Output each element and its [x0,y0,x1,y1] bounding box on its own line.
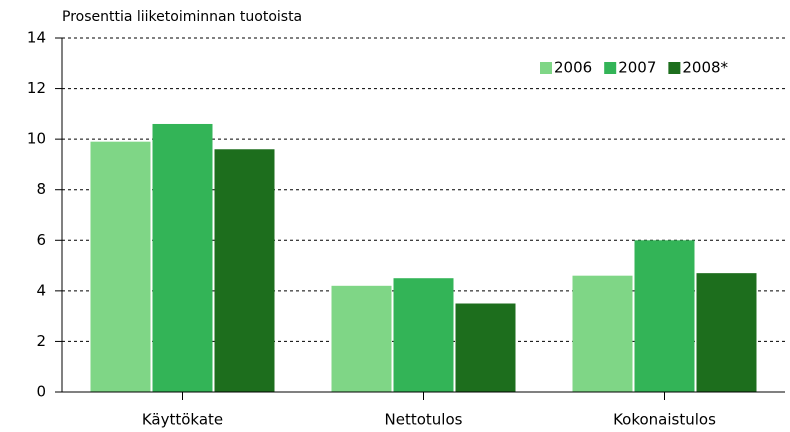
legend-label: 2007 [618,59,656,77]
legend-label: 2008* [682,59,728,77]
bar [214,149,275,392]
legend-swatch [604,62,617,74]
y-tick-label: 10 [27,130,46,148]
bar [152,123,213,392]
bar [331,285,392,392]
y-tick-label: 12 [27,79,46,97]
y-tick-label: 14 [27,29,46,47]
legend-swatch [668,62,681,74]
bar [634,240,695,392]
x-tick-label: Nettotulos [385,411,463,429]
y-tick-label: 4 [36,281,46,299]
bar [696,273,757,392]
legend-swatch [540,62,552,74]
bar [393,278,454,392]
chart-title: Prosenttia liiketoiminnan tuotoista [62,9,302,25]
bar [90,141,151,392]
y-tick-label: 2 [36,332,46,350]
y-tick-label: 8 [36,180,46,198]
legend-label: 2006 [554,59,592,77]
y-tick-label: 6 [36,231,46,249]
y-tick-label: 0 [36,383,46,401]
x-tick-label: Käyttökate [142,411,223,429]
bar [572,275,633,392]
bar [455,303,516,392]
x-tick-label: Kokonaistulos [613,411,716,429]
